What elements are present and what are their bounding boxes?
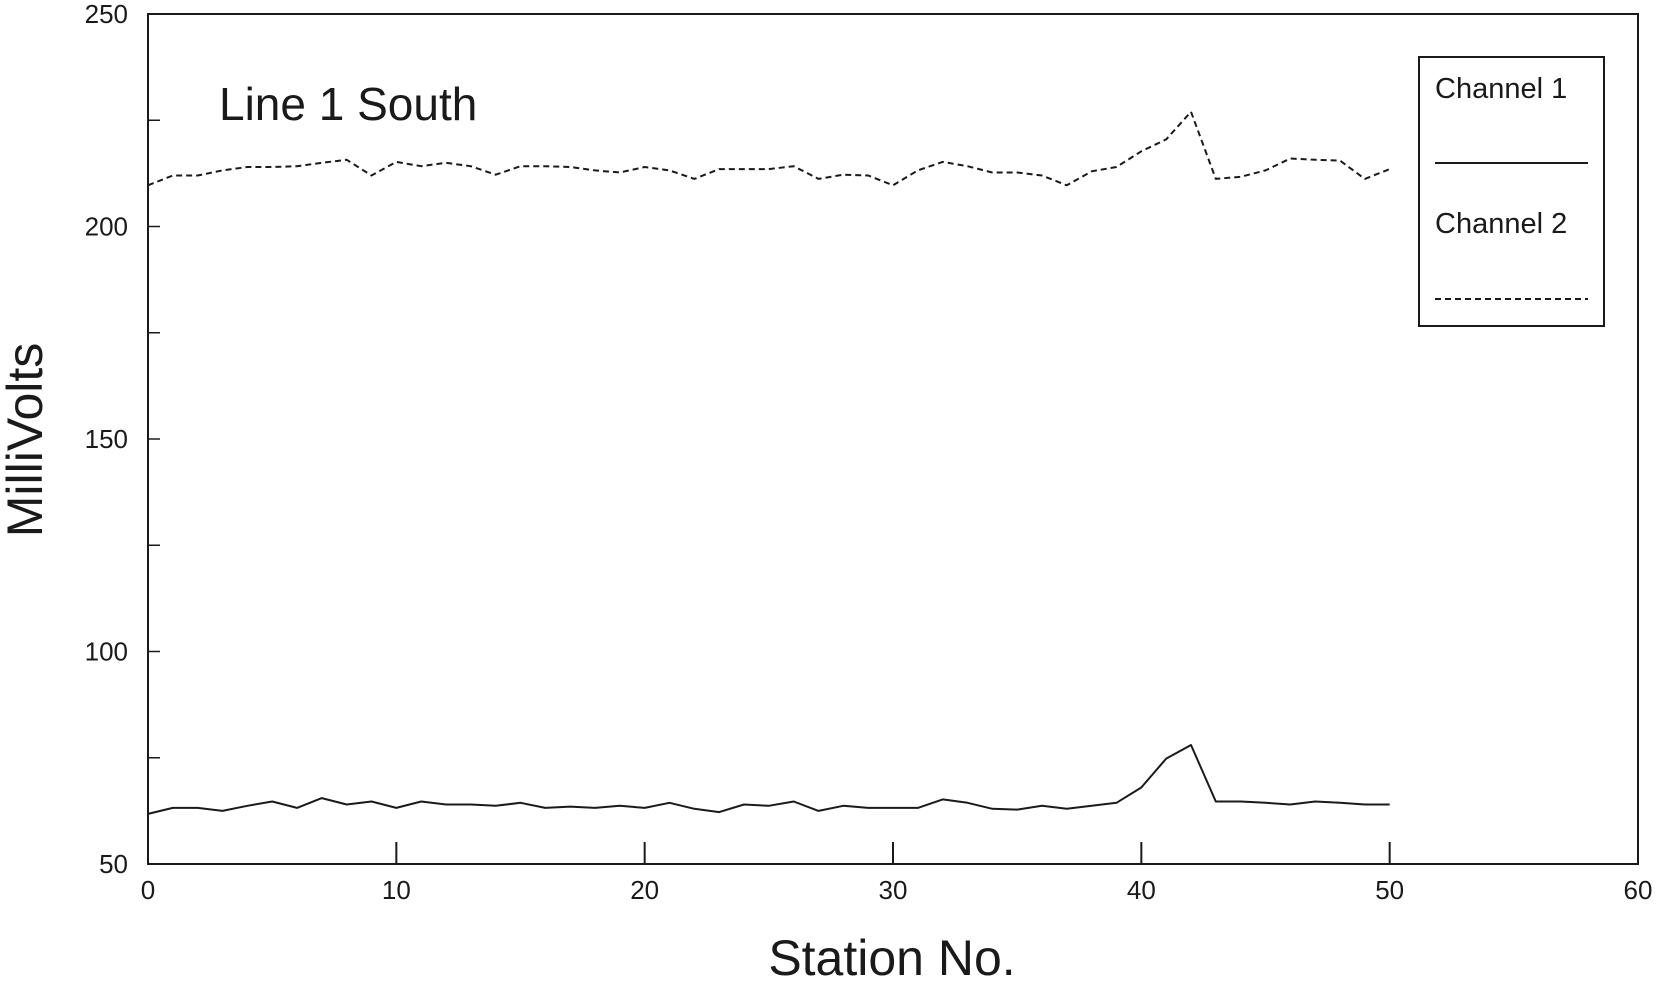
y-tick-label: 200 [85,212,128,242]
y-tick-label: 150 [85,424,128,454]
axis-ticks: 0 10 20 30 40 50 60 50 100 150 200 250 [85,0,1653,905]
y-tick-label: 250 [85,0,128,29]
series-line-channel-2 [147,110,1391,187]
legend: Channel 1 Channel 2 [1418,56,1605,327]
x-tick-label: 30 [879,875,908,905]
plot-frame [147,13,1639,865]
x-tick-label: 50 [1375,875,1404,905]
x-axis-title: Station No. [768,930,1015,981]
y-tick-label: 100 [85,637,128,667]
x-tick-label: 10 [382,875,411,905]
legend-label-channel-2: Channel 2 [1435,208,1567,240]
series-lines [147,110,1391,815]
y-axis-title: MilliVolts [0,343,53,537]
legend-box [1418,56,1605,327]
x-tick-label: 60 [1624,875,1653,905]
legend-label-channel-1: Channel 1 [1435,73,1567,105]
y-tick-label: 50 [99,849,128,879]
x-tick-label: 0 [141,875,155,905]
series-line-channel-1 [147,744,1390,815]
x-tick-label: 20 [630,875,659,905]
x-tick-label: 40 [1127,875,1156,905]
chart-title: Line 1 South [219,78,477,130]
